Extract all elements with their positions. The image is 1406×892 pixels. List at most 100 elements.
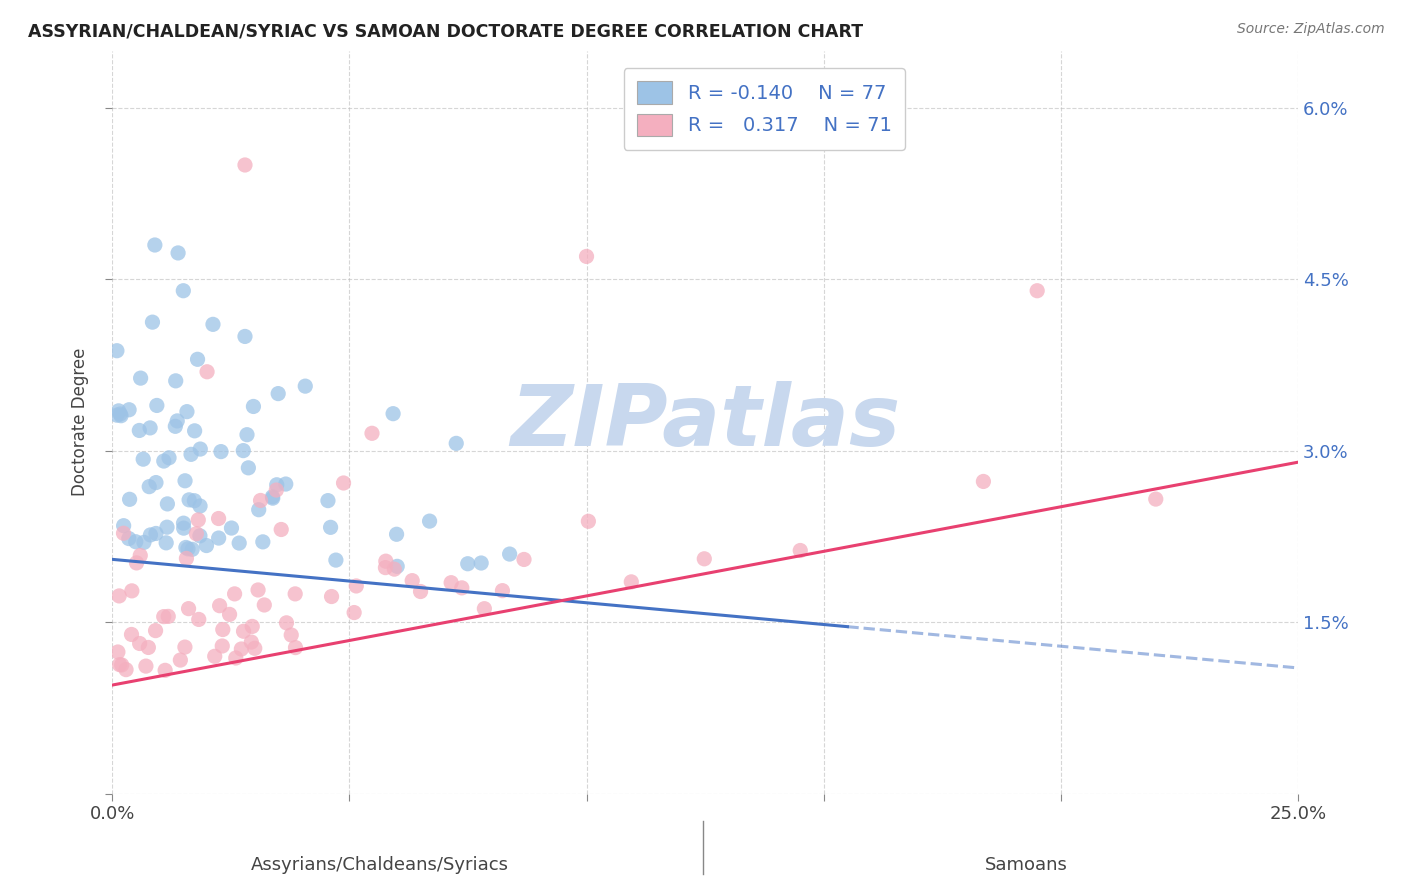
Point	[224, 587, 246, 601]
Point	[343, 606, 366, 620]
Point	[165, 374, 187, 388]
Point	[156, 497, 179, 511]
Point	[972, 475, 994, 489]
Text: Samoans: Samoans	[986, 855, 1067, 873]
Point	[228, 536, 250, 550]
Point	[186, 526, 208, 541]
Point	[1026, 284, 1049, 298]
Point	[143, 238, 166, 252]
Point	[138, 480, 160, 494]
Point	[125, 556, 148, 570]
Point	[152, 454, 174, 468]
Point	[276, 615, 298, 630]
Point	[382, 407, 405, 421]
Point	[382, 562, 405, 576]
Point	[457, 557, 479, 571]
Point	[173, 516, 195, 531]
Point	[188, 499, 211, 513]
Point	[108, 589, 131, 603]
Point	[284, 640, 307, 655]
Point	[232, 624, 254, 639]
Point	[221, 521, 243, 535]
Text: ZIPatlas: ZIPatlas	[510, 381, 900, 464]
Point	[169, 653, 191, 667]
Point	[183, 424, 205, 438]
Point	[209, 444, 232, 458]
Text: Assyrians/Chaldeans/Syriacs: Assyrians/Chaldeans/Syriacs	[250, 855, 509, 873]
Point	[262, 490, 284, 504]
Point	[267, 386, 290, 401]
Point	[125, 534, 148, 549]
Point	[472, 601, 495, 615]
Point	[1144, 492, 1167, 507]
Point	[129, 549, 152, 563]
Legend: R = -0.140    N = 77, R =   0.317    N = 71: R = -0.140 N = 77, R = 0.317 N = 71	[624, 68, 905, 150]
Point	[166, 414, 188, 428]
Text: Source: ZipAtlas.com: Source: ZipAtlas.com	[1237, 22, 1385, 37]
Point	[128, 636, 150, 650]
Point	[173, 521, 195, 535]
Point	[232, 443, 254, 458]
Point	[157, 450, 180, 465]
Point	[321, 590, 343, 604]
Point	[374, 560, 396, 574]
Point	[440, 575, 463, 590]
Point	[132, 452, 155, 467]
Point	[177, 541, 200, 556]
Point	[374, 554, 396, 568]
Point	[129, 371, 152, 385]
Point	[231, 642, 253, 657]
Point	[247, 582, 270, 597]
Point	[188, 442, 211, 456]
Point	[179, 492, 201, 507]
Point	[180, 447, 202, 461]
Point	[115, 663, 138, 677]
Point	[444, 436, 467, 450]
Point	[208, 531, 231, 545]
Point	[211, 623, 233, 637]
Point	[266, 477, 288, 491]
Point	[139, 421, 162, 435]
Point	[294, 379, 316, 393]
Point	[211, 639, 233, 653]
Point	[141, 315, 163, 329]
Point	[112, 526, 135, 541]
Point	[176, 551, 198, 566]
Point	[238, 460, 260, 475]
Point	[236, 427, 259, 442]
Point	[207, 511, 229, 525]
Point	[325, 553, 347, 567]
Point	[243, 641, 266, 656]
Point	[253, 598, 276, 612]
Point	[280, 628, 302, 642]
Point	[146, 399, 169, 413]
Point	[118, 402, 141, 417]
Point	[181, 542, 204, 557]
Point	[262, 491, 284, 505]
Point	[121, 583, 143, 598]
Point	[385, 527, 408, 541]
Point	[138, 640, 160, 655]
Point	[105, 343, 128, 358]
Point	[242, 400, 264, 414]
Point	[118, 532, 141, 546]
Point	[249, 493, 271, 508]
Point	[204, 649, 226, 664]
Point	[498, 547, 520, 561]
Point	[121, 627, 143, 641]
Point	[177, 601, 200, 615]
Point	[208, 599, 231, 613]
Point	[108, 657, 131, 672]
Point	[152, 609, 174, 624]
Point	[135, 659, 157, 673]
Point	[195, 365, 218, 379]
Text: ASSYRIAN/CHALDEAN/SYRIAC VS SAMOAN DOCTORATE DEGREE CORRELATION CHART: ASSYRIAN/CHALDEAN/SYRIAC VS SAMOAN DOCTO…	[28, 22, 863, 40]
Point	[156, 520, 179, 534]
Point	[225, 651, 247, 665]
Point	[176, 404, 198, 418]
Point	[693, 551, 716, 566]
Point	[132, 535, 155, 549]
Point	[118, 492, 141, 507]
Point	[575, 249, 598, 263]
Point	[240, 619, 263, 633]
